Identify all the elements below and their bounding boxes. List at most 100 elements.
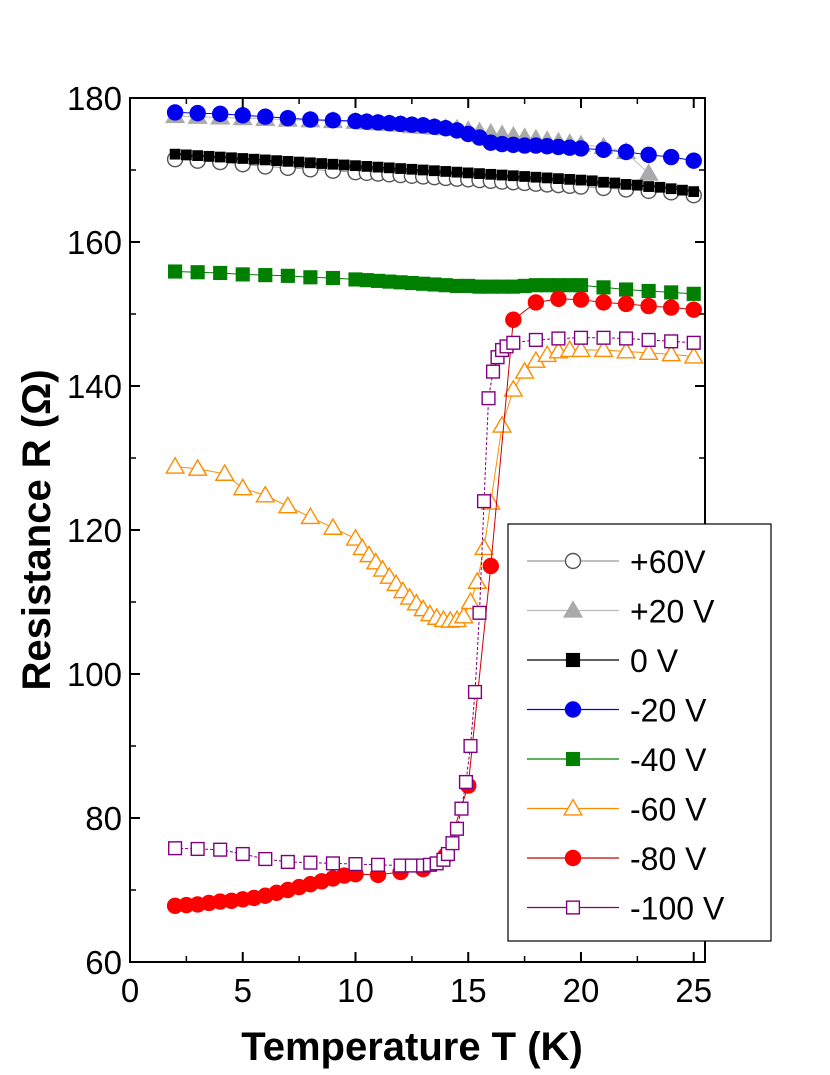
data-point [620,179,632,190]
data-point [686,335,701,350]
data-point [189,104,206,122]
x-tick-label: 0 [121,972,139,1009]
data-point [553,173,564,185]
x-axis-title: Temperature T (K) [241,1025,583,1069]
legend-label: -60 V [630,792,707,828]
data-point [280,854,295,869]
data-point [166,104,184,121]
data-point [665,183,677,195]
data-point [316,158,328,169]
data-point [453,606,474,624]
data-point [259,154,271,166]
data-point [279,109,297,127]
data-point [345,528,366,546]
data-point [370,857,386,872]
data-point [528,332,543,347]
data-point [551,331,566,346]
legend-entry: -80 V [527,841,707,877]
data-point [303,855,318,870]
data-point [235,846,250,862]
data-point [429,165,440,177]
data-point [180,149,192,161]
data-point [168,841,183,856]
legend-entry: +20 V [527,594,715,630]
data-point [305,157,316,169]
legend-label: -20 V [630,693,707,729]
data-point [505,311,522,328]
data-point [641,283,656,299]
data-point [327,158,339,170]
data-point [192,150,204,161]
legend-entry: -100 V [527,891,725,927]
data-point [226,152,237,164]
data-point [683,346,704,364]
series-2 [169,148,700,197]
data-point [300,506,321,525]
data-point [168,264,183,279]
legend-label: 0 V [630,643,679,679]
data-point [482,557,499,575]
data-point [348,857,363,872]
legend-entry: +60V [527,544,706,580]
data-point [688,186,700,197]
legend-label: -100 V [630,891,725,927]
data-point [492,415,513,433]
data-point [474,168,485,179]
data-point [325,856,341,871]
data-point [472,605,487,620]
data-point [237,153,249,164]
legend-entry: -20 V [527,693,707,729]
data-point [463,738,478,754]
data-point [596,330,611,345]
data-point [211,105,229,123]
data-point [572,291,590,308]
data-point [617,295,635,313]
data-point [564,173,576,185]
data-point [454,801,469,816]
data-point [640,297,657,315]
legend-marker [564,849,582,867]
data-point [598,176,609,188]
data-point [449,821,465,836]
x-tick-label: 5 [234,972,252,1009]
series-5 [165,339,704,628]
data-point [473,537,495,556]
data-point [234,107,251,124]
data-point [372,161,384,173]
legend-label: -80 V [630,841,707,877]
data-point [514,361,535,379]
data-point [257,108,274,125]
data-point [485,168,497,180]
legend-entry: 0 V [527,643,679,679]
data-point [302,111,319,128]
data-point [460,591,481,610]
legend-label: -40 V [630,742,707,778]
data-point [631,179,643,191]
data-point [664,334,679,349]
data-point [361,161,373,172]
x-tick-label: 10 [337,972,374,1009]
data-point [350,160,361,172]
data-point [619,282,634,297]
data-point [541,172,553,184]
data-point [485,364,501,379]
legend-entry: -40 V [527,742,707,778]
legend-marker [564,552,582,570]
data-point [451,166,463,178]
data-point [595,141,612,159]
legend: +60V +20 V 0 V -20 V -40 V -60 V -80 V -100 V [507,523,772,942]
legend-box [507,523,772,942]
data-point [258,851,273,867]
data-point [619,331,634,346]
data-point [616,341,637,359]
data-point [235,267,250,282]
data-point [530,171,542,183]
data-point [255,485,276,503]
data-point [213,265,228,281]
data-point [277,496,298,514]
legend-entry: -60 V [527,792,707,828]
legend-marker [565,751,581,767]
x-tick-label: 20 [563,972,600,1009]
data-point [654,181,666,193]
data-point [506,335,521,350]
